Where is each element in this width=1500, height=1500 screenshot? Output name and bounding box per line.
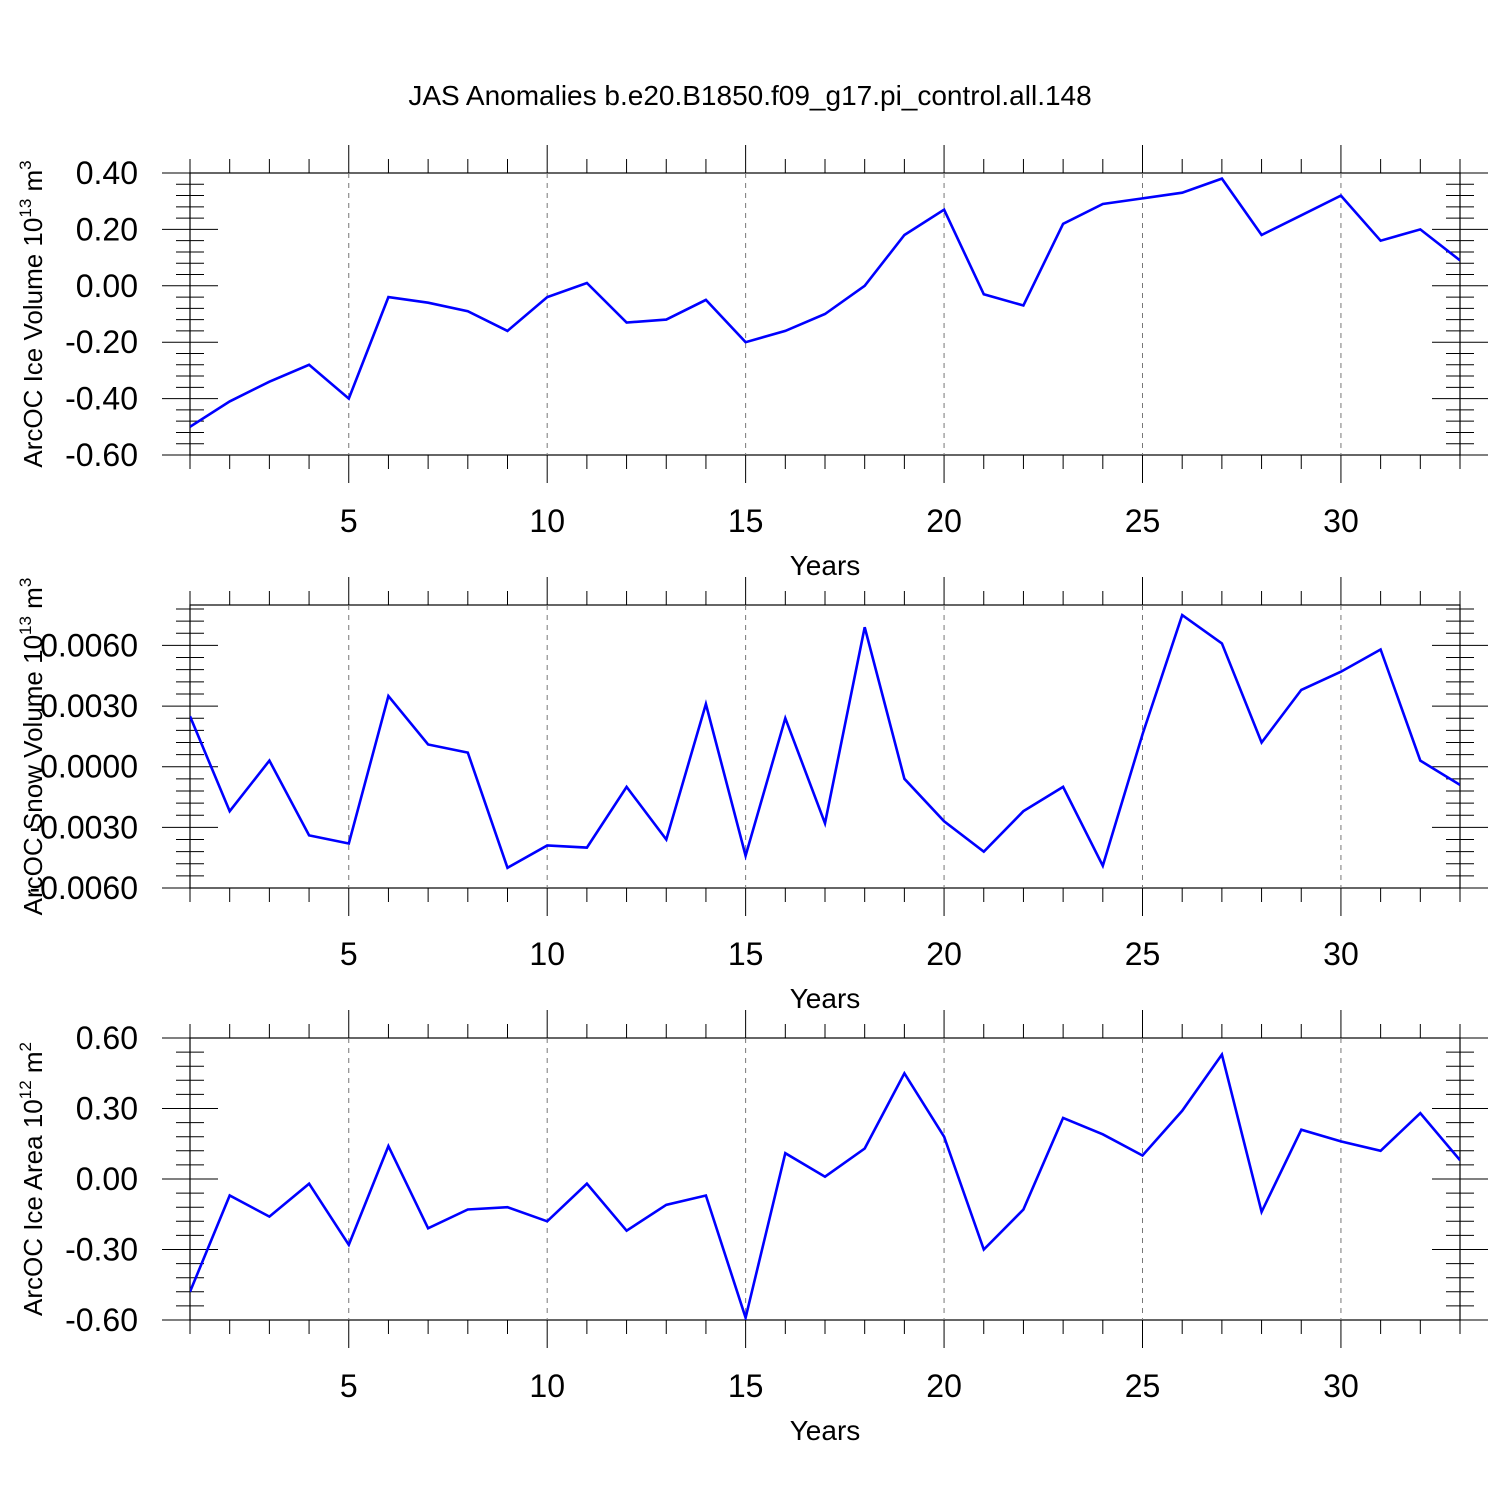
panel-2: 5 10 15 20 25 30 -0.0060 -0.0030 0.0000 0.0030 0.0… — [16, 577, 1488, 1014]
x-tick-label: 30 — [1323, 1368, 1359, 1404]
y-tick-label: 0.20 — [76, 211, 138, 247]
y-tick-label: -0.0030 — [29, 809, 138, 845]
y-tick-label: 0.00 — [76, 268, 138, 304]
x-axis-label: Years — [790, 550, 861, 581]
x-tick-label: 15 — [728, 1368, 764, 1404]
x-tick-label: 15 — [728, 936, 764, 972]
y-tick-label: 0.60 — [76, 1020, 138, 1056]
x-tick-label: 30 — [1323, 503, 1359, 539]
x-tick-label: 25 — [1125, 503, 1161, 539]
y-tick-label: -0.60 — [65, 1302, 138, 1338]
x-tick-label: 5 — [340, 1368, 358, 1404]
x-tick-label: 30 — [1323, 936, 1359, 972]
x-tick-label: 20 — [926, 503, 962, 539]
x-tick-label: 10 — [529, 1368, 565, 1404]
x-tick-label: 10 — [529, 503, 565, 539]
y-axis-label: ArcOC Ice Area 1012 m2 — [16, 1042, 48, 1316]
y-tick-label: -0.40 — [65, 381, 138, 417]
x-tick-label: 20 — [926, 936, 962, 972]
panel-1: 5 10 15 20 25 30 -0.60 -0.40 -0.20 0.00 0.20 0.40 Ye… — [16, 145, 1488, 581]
series-line — [190, 613, 1460, 870]
y-tick-label: -0.0060 — [29, 870, 138, 906]
y-tick-label: 0.0060 — [40, 627, 138, 663]
x-tick-label: 25 — [1125, 936, 1161, 972]
chart-panels: 5 10 15 20 25 30 -0.60 -0.40 -0.20 0.00 0.20 0.40 Ye… — [16, 145, 1488, 1446]
y-tick-label: 0.0030 — [40, 688, 138, 724]
panel-3: 5 10 15 20 25 30 -0.60 -0.30 0.00 0.30 0.60 Years Ar… — [16, 1010, 1488, 1446]
y-axis-label: ArcOC Snow Volume 1013 m3 — [16, 578, 48, 916]
y-tick-label: 0.00 — [76, 1161, 138, 1197]
plot-frame — [189, 1037, 1461, 1321]
x-axis-label: Years — [790, 983, 861, 1014]
y-tick-label: -0.60 — [65, 437, 138, 473]
x-tick-label: 15 — [728, 503, 764, 539]
chart-title: JAS Anomalies b.e20.B1850.f09_g17.pi_con… — [408, 80, 1091, 111]
series-line — [190, 177, 1460, 428]
x-tick-label: 10 — [529, 936, 565, 972]
x-tick-label: 5 — [340, 503, 358, 539]
series-line — [190, 1051, 1460, 1320]
x-tick-label: 5 — [340, 936, 358, 972]
y-axis-label: ArcOC Ice Volume 1013 m3 — [16, 160, 48, 467]
y-tick-label: -0.20 — [65, 324, 138, 360]
y-tick-label: 0.0000 — [40, 749, 138, 785]
x-tick-label: 20 — [926, 1368, 962, 1404]
y-tick-label: -0.30 — [65, 1232, 138, 1268]
y-tick-label: 0.40 — [76, 155, 138, 191]
x-tick-label: 25 — [1125, 1368, 1161, 1404]
plot-frame — [189, 604, 1461, 889]
x-axis-label: Years — [790, 1415, 861, 1446]
y-tick-label: 0.30 — [76, 1091, 138, 1127]
